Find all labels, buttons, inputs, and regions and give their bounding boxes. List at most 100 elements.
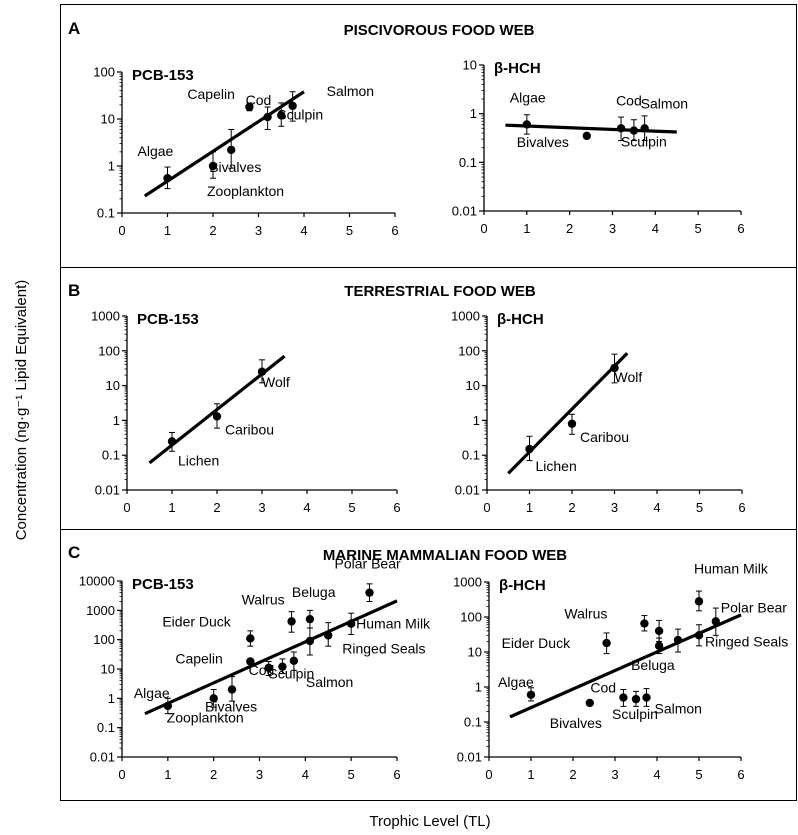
- plot-3-y-tick-label: 1000: [91, 309, 120, 324]
- plot-6-point-label: Eider Duck: [502, 635, 571, 651]
- plot-2-data-point: [616, 124, 626, 133]
- plot-1-point-label: Algae: [138, 143, 174, 159]
- plot-5-y-tick-label: 10000: [79, 574, 115, 589]
- plot-4-x-tick-label: 0: [483, 500, 490, 515]
- plot-2-point-label: Bivalves: [517, 134, 569, 150]
- plot-5-point-label: Cod: [249, 662, 275, 678]
- plot-5-x-tick-label: 1: [164, 767, 171, 782]
- plot-2-chemical-label: β-HCH: [494, 60, 541, 77]
- plot-1-y-tick-label: 100: [93, 65, 115, 80]
- plot-2-data-point: [582, 131, 591, 141]
- plot-4-regression-line: [507, 352, 629, 475]
- plot-5-data-point: [346, 619, 356, 628]
- plot-3-x-tick-label: 3: [258, 500, 265, 515]
- plot-1-point-label: Salmon: [327, 83, 374, 99]
- plot-6-point-label: Sculpin: [612, 706, 658, 722]
- plot-4-y-tick-label: 0.01: [455, 483, 480, 498]
- plot-6-data-point: [602, 638, 611, 648]
- plot-5-data-point: [278, 662, 287, 671]
- plot-5-data-point: [246, 657, 255, 666]
- plot-6-data-point: [631, 694, 641, 704]
- plot-5-y-tick-label: 0.1: [97, 720, 115, 735]
- plot-4-x-tick-label: 4: [653, 500, 660, 515]
- plot-5-point-label: Capelin: [175, 651, 222, 667]
- plot-5-data-point: [209, 694, 218, 703]
- plot-3-point-label: Lichen: [178, 452, 219, 468]
- plot-3-chemical-label: PCB-153: [137, 311, 199, 328]
- plot-5-x-tick-label: 5: [348, 767, 355, 782]
- plot-3-data-point: [167, 437, 177, 446]
- plot-2-x-tick-label: 3: [609, 221, 616, 236]
- plot-1-y-tick-label: 0.1: [97, 206, 115, 221]
- plot-1-data-point: [227, 145, 236, 155]
- plot-4-chemical-label: β-HCH: [497, 311, 544, 328]
- panel-c-title: MARINE MAMMALIAN FOOD WEB: [323, 547, 567, 564]
- plot-5-x-tick-label: 2: [210, 767, 217, 782]
- plot-2-point-label: Algae: [510, 89, 546, 105]
- plot-1-x-tick-label: 5: [346, 223, 353, 238]
- plot-6-x-tick-label: 2: [569, 767, 576, 782]
- plot-3-x-tick-label: 2: [213, 500, 220, 515]
- plot-5-point-label: Eider Duck: [162, 613, 231, 629]
- plot-6-x-tick-label: 5: [695, 767, 702, 782]
- plot-6-point-label: Polar Bear: [721, 599, 787, 615]
- plot-5-data-point: [289, 656, 299, 666]
- plot-5-chemical-label: PCB-153: [132, 576, 194, 593]
- plot-4-y-tick-label: 1: [473, 413, 480, 428]
- plot-4-x-tick-label: 2: [568, 500, 575, 515]
- plot-2-x-tick-label: 4: [652, 221, 659, 236]
- plot-6-y-tick-label: 0.1: [464, 715, 482, 730]
- plot-3-data-point: [257, 367, 267, 376]
- plot-2-x-tick-label: 2: [566, 221, 573, 236]
- plot-5-point-label: Beluga: [292, 584, 336, 600]
- plot-2-y-tick-label: 10: [463, 58, 477, 73]
- plot-6-chemical-label: β-HCH: [499, 577, 546, 594]
- plot-5-data-point: [163, 701, 173, 711]
- plot-4-point-label: Caribou: [580, 429, 629, 445]
- plot-1-point-label: Bivalves: [209, 159, 261, 175]
- plot-3-y-tick-label: 0.01: [95, 483, 120, 498]
- plot-6-point-label: Walrus: [564, 606, 607, 622]
- panel-b-title: TERRESTRIAL FOOD WEB: [344, 283, 536, 300]
- plot-5-point-label: Human Milk: [356, 616, 431, 632]
- plot-4-x-tick-label: 5: [696, 500, 703, 515]
- plot-6-y-tick-label: 1000: [453, 575, 482, 590]
- plot-5-y-tick-label: 100: [93, 632, 115, 647]
- plot-6-data-point: [673, 635, 683, 645]
- plot-1-chemical-label: PCB-153: [132, 67, 194, 84]
- plot-1-data-point: [163, 174, 172, 183]
- plot-5-point-label: Walrus: [242, 591, 285, 607]
- plot-1-point-label: Cod: [246, 92, 272, 108]
- y-axis-label: Concentration (ng·g⁻¹ Lipid Equivalent): [13, 280, 30, 541]
- plot-3-y-tick-label: 100: [98, 343, 120, 358]
- plot-6-data-point: [654, 641, 664, 651]
- plot-6-data-point: [642, 693, 651, 702]
- plot-1-y-tick-label: 10: [101, 112, 115, 127]
- panel-letter-c: C: [68, 543, 80, 562]
- plot-6-x-tick-label: 3: [611, 767, 618, 782]
- plot-4-y-tick-label: 10: [466, 378, 480, 393]
- plot-3-x-tick-label: 0: [123, 500, 130, 515]
- plot-5-y-tick-label: 10: [101, 662, 115, 677]
- plot-5-point-label: Algae: [134, 685, 170, 701]
- plot-1-x-tick-label: 6: [391, 223, 398, 238]
- panel-a-title: PISCIVOROUS FOOD WEB: [344, 22, 535, 39]
- plot-1-data-point: [288, 101, 297, 111]
- plot-2-x-tick-label: 0: [480, 221, 487, 236]
- plot-4-data-point: [525, 444, 534, 454]
- plot-6-point-label: Salmon: [655, 701, 702, 717]
- plot-5-point-label: Ringed Seals: [342, 640, 425, 656]
- plot-1-x-tick-label: 4: [300, 223, 307, 238]
- figure-frame: [60, 4, 797, 801]
- plot-2-x-tick-label: 5: [695, 221, 702, 236]
- plot-2-y-tick-label: 0.1: [459, 155, 477, 170]
- plot-6-x-tick-label: 6: [737, 767, 744, 782]
- plot-4-y-tick-label: 100: [458, 343, 480, 358]
- plot-3-point-label: Caribou: [225, 421, 274, 437]
- plot-4-y-tick-label: 1000: [451, 309, 480, 324]
- plot-1-x-tick-label: 0: [118, 223, 125, 238]
- plot-6-point-label: Cod: [590, 680, 616, 696]
- plot-5-y-tick-label: 1000: [86, 603, 115, 618]
- plot-4-data-point: [610, 363, 619, 373]
- plot-6-point-label: Human Milk: [694, 560, 769, 576]
